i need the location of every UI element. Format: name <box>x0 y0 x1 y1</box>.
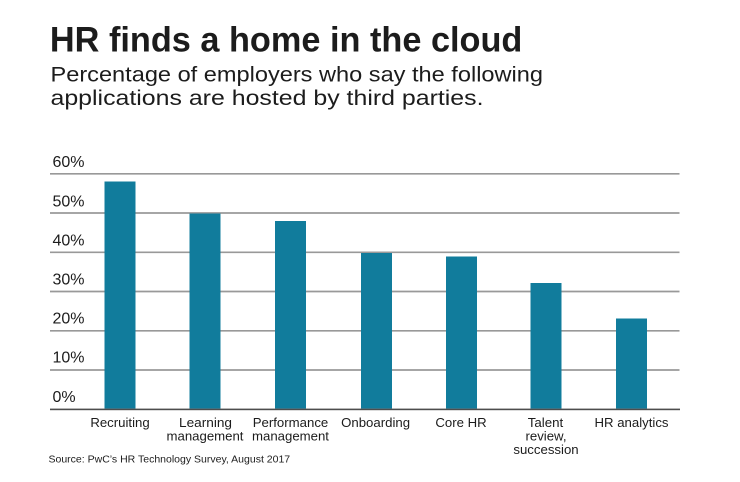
svg-text:applications are hosted by thi: applications are hosted by third parties… <box>51 86 484 110</box>
svg-text:Percentage of employers who sa: Percentage of employers who say the foll… <box>51 63 544 87</box>
svg-text:HR analytics: HR analytics <box>594 415 668 430</box>
svg-text:Talent: Talent <box>528 415 564 430</box>
svg-text:60%: 60% <box>53 154 85 171</box>
svg-text:50%: 50% <box>53 193 85 210</box>
svg-text:management: management <box>252 429 329 444</box>
svg-text:Learning: Learning <box>179 415 232 430</box>
svg-text:review,: review, <box>525 429 566 444</box>
svg-text:Source: PwC’s HR Technology Su: Source: PwC’s HR Technology Survey, Augu… <box>49 453 291 465</box>
svg-text:Recruiting: Recruiting <box>90 415 149 430</box>
svg-text:Core HR: Core HR <box>435 415 486 430</box>
svg-text:management: management <box>167 429 244 444</box>
svg-text:Performance: Performance <box>253 415 329 430</box>
svg-text:10%: 10% <box>53 350 85 367</box>
svg-text:Onboarding: Onboarding <box>341 415 410 430</box>
svg-text:HR finds a home in the cloud: HR finds a home in the cloud <box>50 21 523 60</box>
svg-text:40%: 40% <box>53 232 85 249</box>
svg-text:20%: 20% <box>53 311 85 328</box>
svg-text:succession: succession <box>513 442 578 457</box>
svg-text:30%: 30% <box>53 272 85 289</box>
svg-text:0%: 0% <box>53 389 76 406</box>
